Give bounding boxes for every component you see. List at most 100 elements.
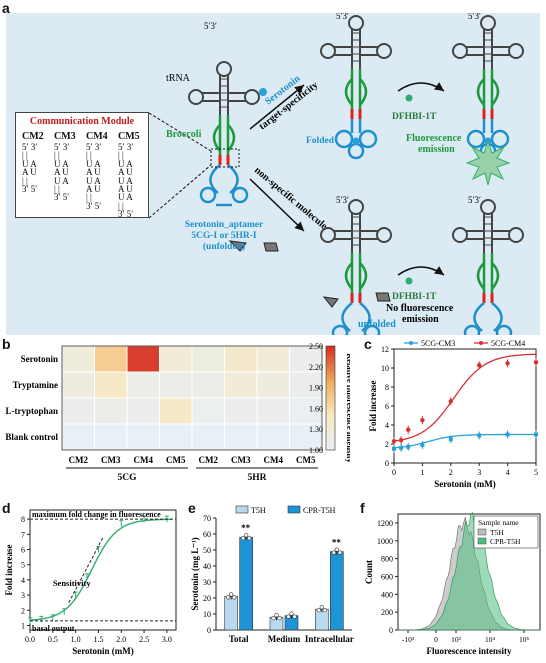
- broccoli-bulge: [359, 262, 368, 290]
- replicate-dot: [331, 550, 336, 555]
- aptamer-strand: [227, 164, 239, 194]
- y-tick-label: 800: [381, 555, 393, 564]
- replicate-dot: [274, 613, 279, 618]
- cm3-column: CM3 5′ 3′ | | U A A U U A | | 3′ 5′: [54, 131, 84, 202]
- data-point: [448, 399, 453, 404]
- cm2-l4: | |: [22, 175, 28, 186]
- serotonin-molecule-icon: [259, 88, 267, 96]
- y-tick-label: 30: [203, 578, 211, 587]
- y-tick-label: 1: [21, 621, 25, 630]
- cm4-l1: | |: [86, 150, 92, 161]
- trna-loop-left: [452, 227, 468, 243]
- cm3-l0: 5′ 3′: [54, 142, 70, 152]
- heatmap-group-label: 5CG: [118, 473, 138, 483]
- broccoli-bulge: [491, 78, 500, 106]
- arrow-dfhbi-top: [397, 82, 445, 92]
- data-point: [534, 432, 538, 437]
- heatmap-row-label: Tryptamine: [13, 380, 58, 390]
- bar: [330, 551, 344, 631]
- x-tick-label: 4: [506, 468, 510, 477]
- arrow-dfhbi-bottom: [397, 266, 445, 276]
- heatmap-cell: [61, 423, 95, 451]
- panel-label-a: a: [2, 0, 10, 16]
- zoom-line-bottom: [148, 164, 212, 219]
- legend-swatch: [477, 528, 487, 536]
- x-tick-label: 2.5: [139, 635, 149, 644]
- data-point: [505, 361, 510, 366]
- heatmap-cell: [191, 423, 225, 451]
- legend-label: 5CG-CM3: [421, 339, 455, 348]
- significance-label: **: [332, 538, 342, 548]
- colorbar-segment: [326, 426, 335, 430]
- legend-marker: [479, 341, 483, 345]
- trna-loop-right: [244, 89, 260, 105]
- y-axis-label: Fold increase: [368, 380, 378, 431]
- bar: [315, 608, 329, 631]
- heatmap-cell: [256, 345, 290, 373]
- x-tick-label: 10⁴: [485, 635, 496, 644]
- heatmap-row-label: Serotonin: [21, 354, 58, 364]
- data-point: [406, 444, 411, 449]
- x-tick-label: 2: [449, 468, 453, 477]
- cm2-l1: | |: [22, 150, 28, 161]
- rna-construct-center: [188, 61, 260, 207]
- cm5-l4: U A: [118, 175, 133, 186]
- trna-loop-left: [320, 43, 336, 59]
- heatmap-cell: [159, 371, 193, 399]
- colorbar-segment: [326, 416, 335, 420]
- replicate-dot: [286, 614, 291, 619]
- aptamer-loop: [199, 186, 217, 204]
- aptamer-label-3: (unfolded): [203, 241, 245, 252]
- colorbar-segment: [326, 385, 335, 389]
- y-tick-label: 6: [385, 402, 389, 411]
- trna-loop-left: [320, 227, 336, 243]
- heatmap-cell: [61, 371, 95, 399]
- legend-label: CPR-T5H: [490, 537, 521, 546]
- heatmap-col-label: CM2: [69, 455, 89, 465]
- trna-loop-left: [188, 89, 204, 105]
- x-tick-label: 5: [534, 468, 538, 477]
- communication-module-box: Communication Module CM2 5′ 3′ | | U A A…: [15, 112, 149, 219]
- colorbar-segment: [326, 348, 335, 352]
- colorbar-segment: [326, 382, 335, 386]
- max-annotation: maximum fold change in fluorescence: [32, 510, 161, 519]
- broccoli-bulge: [227, 124, 236, 152]
- x-tick-label: 10³: [451, 635, 462, 644]
- y-tick-label: 3: [21, 591, 25, 600]
- replicate-dot: [229, 592, 234, 597]
- panel-label-c: c: [364, 336, 372, 352]
- x-axis-label: Serotonin (mM): [72, 646, 134, 656]
- heatmap-cell: [256, 371, 290, 399]
- colorbar-tick: 1.60: [309, 404, 323, 413]
- heatmap-row-label: Blank control: [5, 432, 58, 442]
- cm4-l7: 3′ 5′: [86, 200, 102, 211]
- zoom-box: [210, 148, 240, 168]
- replicate-dot: [334, 547, 339, 552]
- y-tick-label: 70: [203, 514, 211, 523]
- cm3-l4: U A: [54, 175, 69, 186]
- heatmap-cell: [126, 397, 160, 425]
- communication-module-title: Communication Module: [29, 116, 135, 127]
- legend-swatch: [287, 505, 301, 514]
- legend-marker: [409, 341, 413, 345]
- colorbar-tick: 2.20: [309, 363, 323, 372]
- trna-loop-top: [216, 61, 232, 77]
- fluorescence-label-2: emission: [418, 144, 455, 155]
- x-tick-label: 0.0: [25, 635, 35, 644]
- significance-label: **: [241, 523, 251, 533]
- aptamer-strand: [473, 302, 485, 332]
- data-point: [505, 432, 510, 437]
- heatmap-cell: [159, 345, 193, 373]
- sensitivity-annotation: Sensitivity: [53, 578, 92, 588]
- nonspecific-molecule-icon-4: [375, 292, 391, 302]
- data-point: [420, 442, 425, 447]
- aptamer-loop: [358, 129, 378, 149]
- colorbar-segment: [326, 437, 335, 441]
- heatmap-col-label: CM5: [296, 455, 316, 465]
- replicate-dot: [337, 550, 342, 555]
- category-label: Total: [229, 634, 249, 644]
- data-point: [392, 446, 396, 451]
- unfolded-label: unfolded: [358, 319, 396, 330]
- cm3-l3: A U: [54, 167, 69, 178]
- heatmap-cell: [61, 397, 95, 425]
